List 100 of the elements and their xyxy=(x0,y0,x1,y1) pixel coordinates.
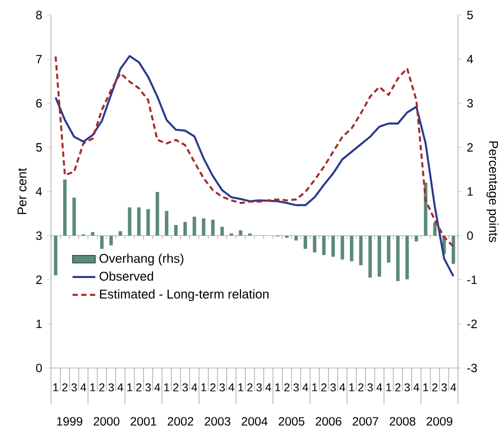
bar xyxy=(359,236,363,266)
bar xyxy=(202,218,206,236)
text: 2005 xyxy=(278,417,304,426)
bar xyxy=(294,236,298,240)
x-tick-label: 1 xyxy=(127,383,132,392)
bar xyxy=(396,236,400,282)
x-tick-label: 1 xyxy=(423,383,428,392)
y2-tick-label: 5 xyxy=(467,10,473,20)
bar xyxy=(433,222,437,236)
x-tick-label: 2 xyxy=(432,383,438,392)
y2-tick-label: -1 xyxy=(467,276,477,284)
legend-label: Estimated - Long-term relation xyxy=(100,289,269,302)
bar xyxy=(405,236,409,280)
x-tick-label: 2 xyxy=(395,383,400,392)
x-tick-label: 2 xyxy=(247,383,252,392)
y-tick-label: 3 xyxy=(36,231,42,240)
x-tick-label: 4 xyxy=(80,383,86,392)
x-tick-label: 1 xyxy=(238,383,244,392)
text: 2001 xyxy=(130,417,156,426)
bar xyxy=(54,236,58,276)
text: 2000 xyxy=(94,417,120,426)
x-tick-label: 3 xyxy=(219,383,225,392)
bar xyxy=(368,236,372,278)
x-tick-label: 3 xyxy=(256,383,262,392)
x-tick-label: 2 xyxy=(136,383,142,392)
legend-label: Observed xyxy=(100,271,154,281)
y-tick-label: 0 xyxy=(36,364,42,372)
x-tick-label: 3 xyxy=(367,383,373,392)
x-tick-label: 3 xyxy=(71,383,77,392)
y-tick-label: 2 xyxy=(36,276,42,284)
bar xyxy=(90,232,94,236)
x-tick-label: 1 xyxy=(349,383,354,392)
x-tick-label: 1 xyxy=(53,383,58,392)
text: 2009 xyxy=(426,417,452,426)
x-tick-label: 4 xyxy=(117,383,124,392)
y-tick-label: 5 xyxy=(36,143,42,152)
y2-tick-label: 0 xyxy=(467,231,473,240)
x-tick-label: 4 xyxy=(413,383,420,392)
y2-axis-title: Percentage points xyxy=(486,141,498,242)
x-tick-label: 2 xyxy=(358,383,364,392)
bar xyxy=(414,236,418,242)
bar xyxy=(304,236,308,249)
x-tick-label: 2 xyxy=(99,383,104,392)
bar xyxy=(331,236,335,257)
bar xyxy=(322,236,326,256)
text: 2003 xyxy=(204,417,230,426)
x-tick-label: 3 xyxy=(404,383,410,392)
x-tick-label: 4 xyxy=(302,383,308,392)
bar xyxy=(156,192,160,236)
x-tick-label: 1 xyxy=(164,383,170,392)
x-tick-label: 2 xyxy=(62,383,68,392)
x-tick-label: 1 xyxy=(90,383,96,392)
x-tick-label: 4 xyxy=(265,383,272,392)
x-tick-label: 3 xyxy=(145,383,151,392)
y-axis-title: Per cent xyxy=(18,168,26,214)
x-tick-label: 1 xyxy=(386,383,392,392)
legend-label: Overhang (rhs) xyxy=(100,254,184,266)
bar xyxy=(63,180,67,236)
text: 2007 xyxy=(352,417,378,426)
x-tick-label: 2 xyxy=(321,383,326,392)
bar xyxy=(340,236,344,260)
y2-tick-label: 1 xyxy=(468,187,473,196)
y-tick-label: 4 xyxy=(36,187,42,196)
bar xyxy=(312,236,316,252)
bar xyxy=(230,233,234,236)
bar xyxy=(72,198,76,236)
x-tick-label: 4 xyxy=(191,383,198,392)
y2-tick-label: 2 xyxy=(467,143,473,152)
bar xyxy=(350,236,354,262)
x-tick-label: 4 xyxy=(376,383,382,392)
bar xyxy=(211,220,215,236)
bar xyxy=(164,210,168,236)
x-tick-label: 4 xyxy=(154,383,160,392)
x-tick-label: 2 xyxy=(284,383,290,392)
bar xyxy=(452,236,456,264)
text: 1999 xyxy=(57,417,82,426)
text: 2004 xyxy=(242,417,268,426)
bar xyxy=(220,226,224,236)
text: 2008 xyxy=(390,417,416,426)
x-tick-label: 2 xyxy=(210,383,216,392)
bar xyxy=(100,236,104,249)
bar xyxy=(109,236,113,246)
x-tick-label: 3 xyxy=(441,383,447,392)
y-tick-label: 8 xyxy=(36,10,42,20)
y-tick-label: 1 xyxy=(36,320,42,328)
bar xyxy=(146,209,150,236)
bar xyxy=(174,225,178,236)
bar xyxy=(192,216,196,236)
y-tick-label: 6 xyxy=(36,99,42,108)
y-tick-label: 7 xyxy=(36,54,42,64)
x-tick-label: 4 xyxy=(228,383,234,392)
text: 2002 xyxy=(168,417,194,426)
y2-tick-label: 4 xyxy=(466,54,474,64)
y2-tick-label: -2 xyxy=(467,320,477,328)
x-tick-label: 3 xyxy=(182,383,188,392)
x-tick-label: 3 xyxy=(108,383,114,392)
bar xyxy=(128,207,132,236)
bar xyxy=(386,236,390,263)
bar xyxy=(378,236,382,277)
x-tick-label: 2 xyxy=(173,383,178,392)
